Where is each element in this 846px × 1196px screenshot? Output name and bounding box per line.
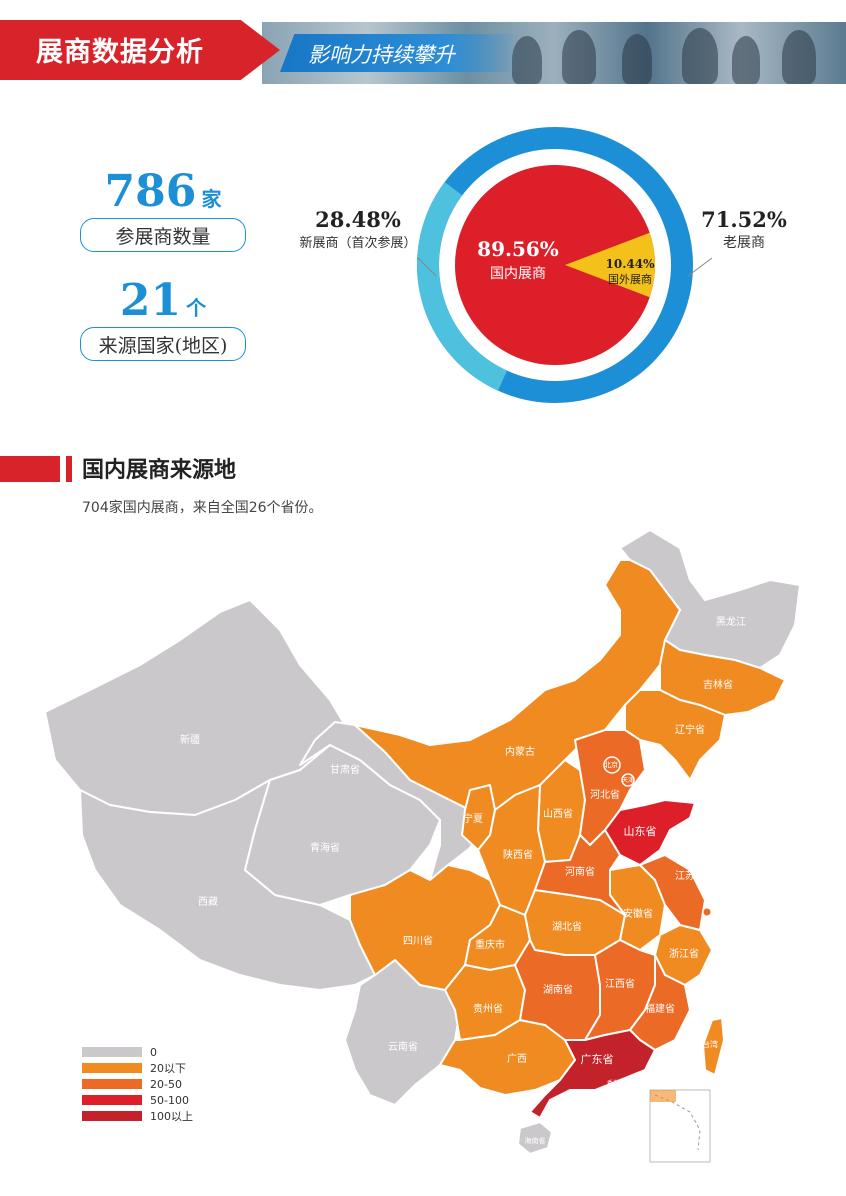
legend-swatch bbox=[82, 1063, 142, 1073]
page-title: 展商数据分析 bbox=[36, 37, 204, 68]
label-anhui: 安徽省 bbox=[623, 907, 653, 920]
new-exhibitor-pct: 28.48% bbox=[315, 207, 401, 232]
region-taiwan bbox=[702, 1017, 725, 1076]
label-shaanxi: 陕西省 bbox=[503, 848, 533, 861]
old-exhibitor-callout: 71.52% 老展商 bbox=[694, 207, 794, 252]
label-shanxi: 山西省 bbox=[543, 807, 573, 820]
label-qinghai: 青海省 bbox=[310, 841, 340, 854]
label-gansu: 甘肃省 bbox=[330, 763, 360, 776]
legend-item: 100以上 bbox=[82, 1108, 193, 1124]
country-count-unit: 个 bbox=[186, 296, 207, 320]
foreign-slice bbox=[565, 232, 655, 298]
section-accent-stripe bbox=[66, 456, 72, 482]
label-guangdong: 广东省 bbox=[581, 1053, 614, 1066]
label-zhejiang: 浙江省 bbox=[669, 947, 699, 960]
legend-label: 20以下 bbox=[150, 1062, 186, 1075]
china-map: 新疆 西藏 青海省 甘肃省 内蒙古 黑龙江 吉林省 辽宁省 河北省 北京 天津 … bbox=[44, 529, 801, 1163]
legend-label: 20-50 bbox=[150, 1077, 182, 1091]
section-title: 国内展商来源地 bbox=[82, 457, 237, 483]
label-heilongjiang: 黑龙江 bbox=[716, 615, 746, 628]
label-xinjiang: 新疆 bbox=[180, 733, 200, 746]
label-shanghai: 上海市 bbox=[709, 909, 727, 917]
label-hubei: 湖北省 bbox=[552, 920, 582, 933]
country-count-block: 21 个 bbox=[80, 275, 246, 326]
legend-item: 0 bbox=[82, 1044, 193, 1060]
domestic-label: 国内展商 bbox=[490, 266, 546, 282]
label-jiangsu: 江苏省 bbox=[675, 869, 705, 882]
region-henan bbox=[534, 829, 626, 916]
header-subtitle: 影响力持续攀升 bbox=[308, 43, 455, 67]
legend-swatch bbox=[82, 1095, 142, 1105]
section-accent-gap bbox=[60, 456, 66, 482]
region-beijing bbox=[603, 756, 621, 774]
legend-item: 50-100 bbox=[82, 1092, 193, 1108]
legend-label: 50-100 bbox=[150, 1093, 189, 1107]
old-exhibitor-label: 老展商 bbox=[723, 235, 765, 251]
legend-swatch bbox=[82, 1047, 142, 1057]
region-guangdong bbox=[529, 1029, 656, 1119]
region-shandong bbox=[604, 799, 696, 866]
country-count-label: 来源国家(地区) bbox=[80, 327, 246, 361]
old-exhibitor-pct: 71.52% bbox=[701, 207, 787, 232]
old-leader-line bbox=[687, 257, 713, 277]
foreign-pct: 10.44% bbox=[606, 257, 656, 271]
legend-item: 20以下 bbox=[82, 1060, 193, 1076]
label-taiwan: 台湾 bbox=[702, 1039, 718, 1049]
label-guangxi: 广西 bbox=[507, 1053, 527, 1065]
exhibitor-count-number: 786 bbox=[104, 166, 197, 217]
region-shanghai bbox=[702, 907, 712, 917]
south-sea-inset bbox=[649, 1089, 711, 1163]
donut-leader-lines bbox=[417, 257, 713, 277]
label-jiangxi: 江西省 bbox=[605, 977, 635, 990]
label-beijing: 北京 bbox=[604, 760, 618, 769]
new-exhibitor-callout: 28.48% 新展商（首次参展） bbox=[285, 207, 431, 251]
label-hongkong: 香港 bbox=[607, 1079, 619, 1087]
label-hebei: 河北省 bbox=[590, 788, 620, 801]
label-liaoning: 辽宁省 bbox=[675, 723, 705, 736]
south-sea-inset-coast bbox=[650, 1090, 676, 1102]
label-tibet: 西藏 bbox=[198, 896, 218, 908]
label-neimenggu: 内蒙古 bbox=[505, 745, 535, 758]
label-sichuan: 四川省 bbox=[403, 934, 433, 947]
map-legend: 0 20以下 20-50 50-100 100以上 bbox=[82, 1044, 193, 1124]
header-photo-strip bbox=[262, 22, 846, 84]
foreign-label: 国外展商 bbox=[608, 272, 652, 286]
legend-label: 0 bbox=[150, 1045, 157, 1059]
exhibitor-count-label: 参展商数量 bbox=[80, 218, 246, 252]
legend-item: 20-50 bbox=[82, 1076, 193, 1092]
header-subtitle-banner bbox=[280, 34, 520, 72]
header-red-tab bbox=[0, 20, 280, 80]
exhibitor-donut-chart: 89.56% 国内展商 10.44% 国外展商 bbox=[417, 127, 693, 403]
label-hainan: 海南省 bbox=[525, 1136, 546, 1145]
south-sea-dash-line bbox=[654, 1094, 701, 1151]
new-leader-line bbox=[417, 257, 437, 277]
legend-swatch bbox=[82, 1111, 142, 1121]
region-hainan bbox=[517, 1121, 553, 1155]
section-accent-bar bbox=[0, 456, 66, 482]
legend-swatch bbox=[82, 1079, 142, 1089]
label-ningxia: 宁夏 bbox=[463, 812, 483, 825]
section-description: 704家国内展商，来自全国26个省份。 bbox=[82, 500, 323, 516]
label-hunan: 湖南省 bbox=[543, 983, 573, 996]
region-jiangsu bbox=[639, 854, 706, 931]
label-henan: 河南省 bbox=[565, 865, 595, 878]
label-chongqing: 重庆市 bbox=[475, 938, 505, 951]
new-exhibitor-label: 新展商（首次参展） bbox=[299, 236, 417, 251]
exhibitor-count-unit: 家 bbox=[201, 187, 222, 211]
legend-label: 100以上 bbox=[150, 1110, 193, 1123]
label-tianjin: 天津 bbox=[622, 777, 634, 784]
new-exhibitor-ring bbox=[417, 182, 508, 391]
domestic-slice bbox=[455, 165, 655, 365]
region-tianjin bbox=[621, 773, 635, 787]
label-fujian: 福建省 bbox=[645, 1002, 675, 1015]
label-shandong: 山东省 bbox=[624, 825, 657, 838]
label-jilin: 吉林省 bbox=[703, 678, 733, 691]
country-count-number: 21 bbox=[119, 275, 182, 326]
label-guizhou: 贵州省 bbox=[473, 1002, 503, 1015]
label-yunnan: 云南省 bbox=[388, 1040, 418, 1053]
domestic-pct: 89.56% bbox=[477, 237, 559, 261]
exhibitor-count-block: 786 家 bbox=[80, 166, 246, 217]
